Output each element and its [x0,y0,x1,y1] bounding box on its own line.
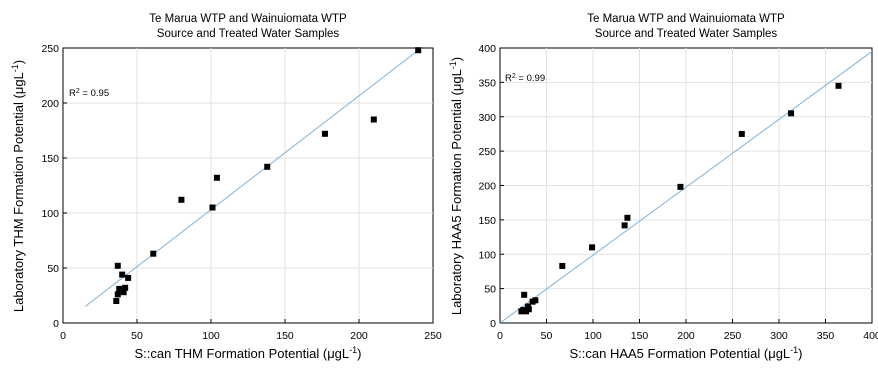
right-chart-subtitle: Source and Treated Water Samples [595,28,778,40]
right-data-point [677,183,684,190]
left-y-tick-label: 100 [41,208,59,220]
right-gridlines [500,48,872,323]
left-data-point [120,289,127,296]
right-y-tick-label: 250 [478,146,496,158]
right-x-tick-label: 150 [631,330,649,342]
right-data-point [521,291,528,298]
right-data-point [835,82,842,89]
left-data-point [209,204,216,211]
left-y-tick-label: 0 [53,318,59,330]
left-fit-line [84,47,422,307]
right-x-tick-label: 200 [677,330,695,342]
right-data-point [621,222,628,229]
right-x-tick-label: 400 [863,330,878,342]
left-data-point [119,271,126,278]
left-data-point [213,174,220,181]
right-x-tick-label: 0 [497,330,503,342]
right-y-tick-label: 350 [478,77,496,89]
right-x-tick-label: 350 [817,330,835,342]
right-chart-title: Te Marua WTP and Wainuiomata WTP [587,13,785,25]
left-data-point [116,285,123,292]
right-y-axis-label: Laboratory HAA5 Formation Potential (μgL… [448,57,464,315]
left-y-tick-label: 250 [41,43,59,55]
left-gridlines [63,48,433,323]
left-data-points [113,47,422,304]
right-data-points [518,82,842,315]
right-y-tick-label: 150 [478,215,496,227]
right-y-tick-label: 200 [478,181,496,193]
right-data-point [525,306,532,313]
right-chart: Te Marua WTP and Wainuiomata WTP Source … [448,13,878,361]
right-x-tick-label: 100 [584,330,602,342]
right-y-tick-label: 0 [490,318,496,330]
left-x-axis-label: S::can THM Formation Potential (μgL-1) [135,345,362,361]
right-data-point [559,262,566,269]
left-plot-frame [62,47,434,324]
right-x-tick-label: 250 [724,330,742,342]
right-data-point [788,110,795,117]
right-x-tick-label: 50 [541,330,553,342]
left-y-tick-label: 200 [41,98,59,110]
right-y-tick-label: 300 [478,112,496,124]
left-data-point [370,116,377,123]
left-chart-title: Te Marua WTP and Wainuiomata WTP [149,13,347,25]
right-fit-line [499,51,873,324]
left-chart: Te Marua WTP and Wainuiomata WTP Source … [10,13,442,361]
left-data-point [113,298,120,304]
left-y-tick-label: 150 [41,153,59,165]
left-y-axis-label: Laboratory THM Formation Potential (μgL-… [10,60,26,312]
left-chart-subtitle: Source and Treated Water Samples [157,28,340,40]
left-data-point [415,47,422,54]
right-data-point [624,214,631,221]
left-x-tick-label: 100 [202,330,220,342]
left-x-tick-label: 0 [60,330,66,342]
left-data-point [125,274,132,281]
right-y-tick-label: 50 [484,284,496,296]
right-x-tick-label: 300 [770,330,788,342]
right-tick-labels: 0 50 100 150 200 250 300 350 400 0 50 100 150 200 250 3… [478,43,878,342]
left-y-tick-label: 50 [47,263,59,275]
left-x-tick-label: 150 [276,330,294,342]
left-r2-annotation: R2 = 0.95 [69,88,109,100]
right-data-point [532,297,539,304]
left-data-point [122,284,129,291]
right-data-point [589,244,596,251]
right-y-tick-label: 400 [478,43,496,55]
left-data-point [321,130,328,137]
right-data-point [738,130,745,137]
right-x-axis-label: S::can HAA5 Formation Potential (μgL-1) [569,345,802,361]
left-data-point [150,250,157,257]
right-y-tick-label: 100 [478,249,496,261]
left-data-point [264,163,271,170]
left-tick-labels: 0 50 100 150 200 250 0 50 100 150 200 250 [41,43,441,342]
left-data-point [114,262,121,269]
right-r2-annotation: R2 = 0.99 [505,73,545,85]
left-x-tick-label: 250 [424,330,442,342]
left-data-point [114,291,121,298]
left-x-tick-label: 200 [350,330,368,342]
left-data-point [178,196,185,203]
left-x-tick-label: 50 [131,330,143,342]
